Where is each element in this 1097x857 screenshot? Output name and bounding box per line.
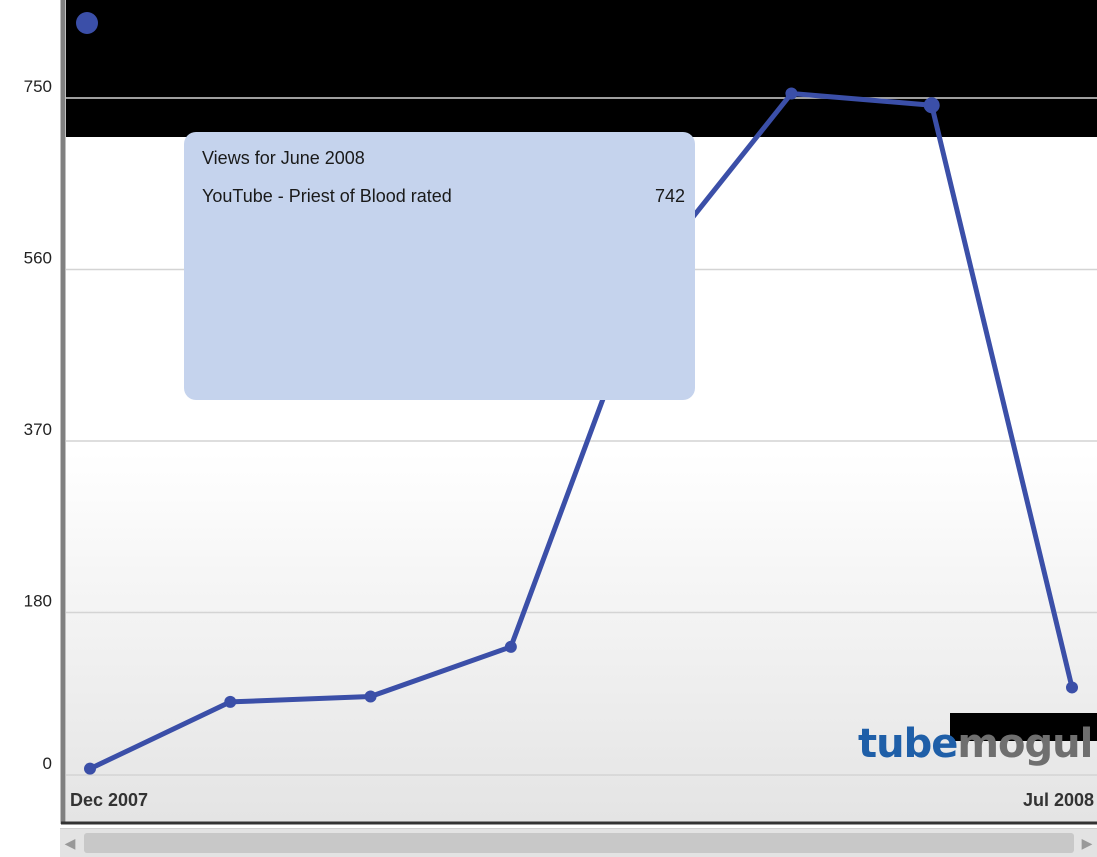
y-tick-label-0: 0	[43, 754, 52, 773]
scrollbar-thumb[interactable]	[84, 833, 1074, 853]
series-line	[88, 91, 1075, 771]
horizontal-scrollbar[interactable]: ◀ ▶	[60, 828, 1097, 857]
data-point-6	[923, 97, 940, 114]
y-tick-label-750: 750	[24, 77, 52, 96]
data-point-3	[504, 640, 517, 653]
y-tick-label-180: 180	[24, 592, 52, 611]
tubemogul-logo: tubemogul	[858, 721, 1093, 767]
data-point-1	[224, 695, 237, 708]
y-tick-label-370: 370	[24, 420, 52, 439]
y-tick-label-560: 560	[24, 249, 52, 268]
scroll-left-arrow-icon[interactable]: ◀	[64, 835, 76, 851]
scroll-right-arrow-icon[interactable]: ▶	[1081, 835, 1093, 851]
data-point-0	[84, 762, 96, 775]
tooltip-series-label: YouTube - Priest of Blood rated	[202, 186, 452, 206]
hover-tooltip: Views for June 2008 YouTube - Priest of …	[184, 132, 695, 400]
logo-mask	[950, 713, 1097, 741]
tooltip-title: Views for June 2008	[202, 148, 365, 168]
top-black-band	[66, 0, 1097, 137]
legend-marker	[76, 12, 98, 34]
x-tick-label-end: Jul 2008	[1023, 790, 1094, 810]
data-point-5	[785, 87, 798, 100]
x-tick-label-start: Dec 2007	[70, 790, 148, 810]
data-point-7	[1066, 681, 1078, 694]
data-point-2	[364, 690, 377, 703]
logo-part-tube: tube	[858, 721, 958, 767]
logo-part-mogul: mogul	[957, 721, 1093, 767]
tooltip-value: 742	[654, 186, 685, 206]
